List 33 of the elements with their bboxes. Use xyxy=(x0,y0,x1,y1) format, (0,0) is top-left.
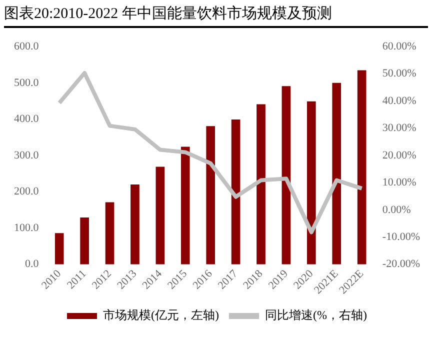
y2-tick-label: 50.00% xyxy=(382,68,416,80)
y-tick-label: 300.0 xyxy=(14,149,40,162)
bar xyxy=(231,120,240,264)
bar xyxy=(105,202,114,264)
y2-tick-label: 60.00% xyxy=(382,40,416,52)
bar xyxy=(80,218,89,264)
bar xyxy=(130,184,140,264)
y-tick-label: 100.0 xyxy=(14,222,40,234)
y2-tick-label: 30.00% xyxy=(382,122,416,134)
y-tick-label: 400.0 xyxy=(14,113,40,126)
bar xyxy=(256,104,266,264)
y-tick-label: 200.0 xyxy=(14,186,40,198)
y2-tick-label: -10.00% xyxy=(382,231,420,244)
legend-label: 同比增速(%，右轴) xyxy=(265,308,367,322)
bar xyxy=(156,166,165,264)
bar xyxy=(357,70,366,264)
y2-tick-label: 0.00% xyxy=(382,204,411,216)
legend-label: 市场规模(亿元，左轴) xyxy=(103,308,220,322)
bar xyxy=(307,101,316,264)
bar xyxy=(332,82,342,264)
y2-tick-label: -20.00% xyxy=(382,258,420,270)
bar xyxy=(206,126,215,264)
y-tick-label: 600.0 xyxy=(14,40,40,52)
bar xyxy=(54,233,64,264)
y2-tick-label: 40.00% xyxy=(382,94,416,107)
x-tick-label: 2011 xyxy=(64,268,89,292)
y-tick-label: 0.0 xyxy=(25,258,40,270)
bar xyxy=(180,146,190,264)
bar xyxy=(282,86,291,264)
y-tick-label: 500.0 xyxy=(14,76,40,89)
y2-tick-label: 10.00% xyxy=(382,176,416,189)
y2-tick-label: 20.00% xyxy=(382,149,416,162)
chart-title: 图表20:2010-2022 年中国能量饮料市场规模及预测 xyxy=(4,4,428,28)
